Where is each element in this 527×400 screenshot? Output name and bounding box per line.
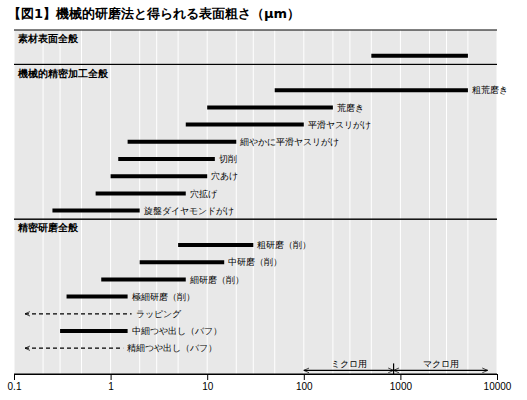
range-bar bbox=[101, 277, 186, 281]
grid-line bbox=[14, 30, 15, 374]
grid-line bbox=[429, 30, 430, 374]
grid-line bbox=[497, 30, 498, 374]
range-bar bbox=[60, 329, 128, 333]
grid-line bbox=[156, 30, 157, 374]
grid-line bbox=[178, 30, 179, 374]
range-bar bbox=[67, 295, 128, 299]
title: 【図1】機械的研磨法と得られる表面粗さ（μm） bbox=[8, 6, 300, 21]
section-divider bbox=[14, 64, 497, 65]
grid-line bbox=[139, 30, 140, 374]
grid-line bbox=[400, 30, 401, 374]
grid bbox=[14, 30, 497, 374]
section-label: 機械的精密加工全般 bbox=[17, 68, 109, 79]
x-axis: 0.1 1 10 100 1000 10000 bbox=[8, 374, 512, 392]
tick-mark bbox=[497, 374, 498, 380]
range-bar bbox=[96, 191, 186, 195]
grid-line bbox=[332, 30, 333, 374]
bar-label: ラッピング bbox=[136, 309, 182, 319]
bar-label: 穴あけ bbox=[211, 171, 238, 181]
grid-line bbox=[274, 30, 275, 374]
grid-line bbox=[349, 30, 350, 374]
tick-label: 10 bbox=[202, 381, 214, 392]
section-label: 精密研磨全般 bbox=[17, 222, 79, 233]
range-bar bbox=[111, 174, 208, 178]
range-bar bbox=[186, 123, 304, 127]
bar-label: 切削 bbox=[219, 154, 237, 164]
tick-mark bbox=[111, 374, 112, 380]
tick: 0.1 bbox=[8, 374, 22, 392]
bar-label: 中研磨（削） bbox=[228, 257, 282, 267]
bar-label: 粗荒磨き bbox=[472, 85, 508, 95]
chart: 【図1】機械的研磨法と得られる表面粗さ（μm） 素材表面全般機械的精密加工全般粗荒… bbox=[0, 0, 527, 400]
grid-line bbox=[303, 30, 304, 374]
grid-line bbox=[60, 30, 61, 374]
marks bbox=[25, 56, 488, 374]
range-arrow bbox=[394, 370, 488, 371]
grid-line bbox=[371, 30, 372, 374]
section-divider bbox=[14, 219, 497, 220]
tick-mark bbox=[14, 374, 15, 380]
section-divider bbox=[14, 219, 497, 220]
grid-line bbox=[110, 30, 111, 374]
tick-label: 0.1 bbox=[8, 381, 22, 392]
annotation: マクロ用 bbox=[423, 359, 459, 369]
range-bar bbox=[275, 88, 468, 92]
range-bar bbox=[207, 105, 333, 109]
bar-label: 細やかに平滑ヤスリがけ bbox=[239, 137, 339, 147]
bar-label: 平滑ヤスリがけ bbox=[308, 120, 371, 130]
tick: 10000 bbox=[484, 374, 512, 392]
section-dividers bbox=[14, 30, 497, 374]
bar-label: 旋盤ダイヤモンドがけ bbox=[144, 206, 234, 216]
tick-label: 1 bbox=[108, 381, 114, 392]
range-bar bbox=[371, 54, 468, 58]
bar-label: 粗研磨（削） bbox=[257, 240, 311, 250]
grid-line bbox=[446, 30, 447, 374]
section-divider bbox=[14, 30, 497, 31]
tick: 1 bbox=[108, 374, 114, 392]
grid-line bbox=[467, 30, 468, 374]
bar-label: 細研磨（削） bbox=[189, 275, 244, 285]
tick-label: 100 bbox=[296, 381, 313, 392]
tick: 10 bbox=[202, 374, 214, 392]
tick-label: 10000 bbox=[484, 381, 512, 392]
tick-mark bbox=[304, 374, 305, 380]
range-bar bbox=[118, 157, 215, 161]
grid-line bbox=[253, 30, 254, 374]
bar-label: 中細つや出し（バフ） bbox=[132, 326, 222, 336]
grid-line bbox=[43, 30, 44, 374]
annotation: ミクロ用 bbox=[331, 359, 367, 369]
grid-line bbox=[236, 30, 237, 374]
plot: 素材表面全般機械的精密加工全般粗荒磨き荒磨き平滑ヤスリがけ細やかに平滑ヤスリがけ… bbox=[8, 30, 512, 392]
range-bar bbox=[25, 348, 123, 349]
range-bar bbox=[25, 313, 132, 314]
range-bar bbox=[178, 243, 253, 247]
grid-line bbox=[207, 30, 208, 374]
bar-label: 荒磨き bbox=[337, 103, 364, 113]
tick: 1000 bbox=[390, 374, 413, 392]
plot-background bbox=[14, 30, 497, 374]
bar-label: 極細研磨（削） bbox=[132, 292, 195, 302]
bar-label: 穴拡げ bbox=[190, 189, 218, 199]
grid-line bbox=[81, 30, 82, 374]
range-arrow bbox=[304, 370, 394, 371]
section-label: 素材表面全般 bbox=[18, 33, 79, 44]
section-divider bbox=[14, 64, 497, 65]
range-bar bbox=[128, 140, 237, 144]
tick: 100 bbox=[296, 374, 313, 392]
tick-mark bbox=[207, 374, 208, 380]
bar-label: 精細つや出し（バフ） bbox=[127, 343, 217, 353]
tick-label: 1000 bbox=[390, 381, 413, 392]
divider bbox=[393, 363, 394, 374]
tick-mark bbox=[400, 374, 401, 380]
range-bar bbox=[52, 209, 139, 213]
axis-line bbox=[15, 375, 498, 381]
range-bar bbox=[140, 260, 225, 264]
labels: 素材表面全般機械的精密加工全般粗荒磨き荒磨き平滑ヤスリがけ細やかに平滑ヤスリがけ… bbox=[17, 33, 508, 369]
